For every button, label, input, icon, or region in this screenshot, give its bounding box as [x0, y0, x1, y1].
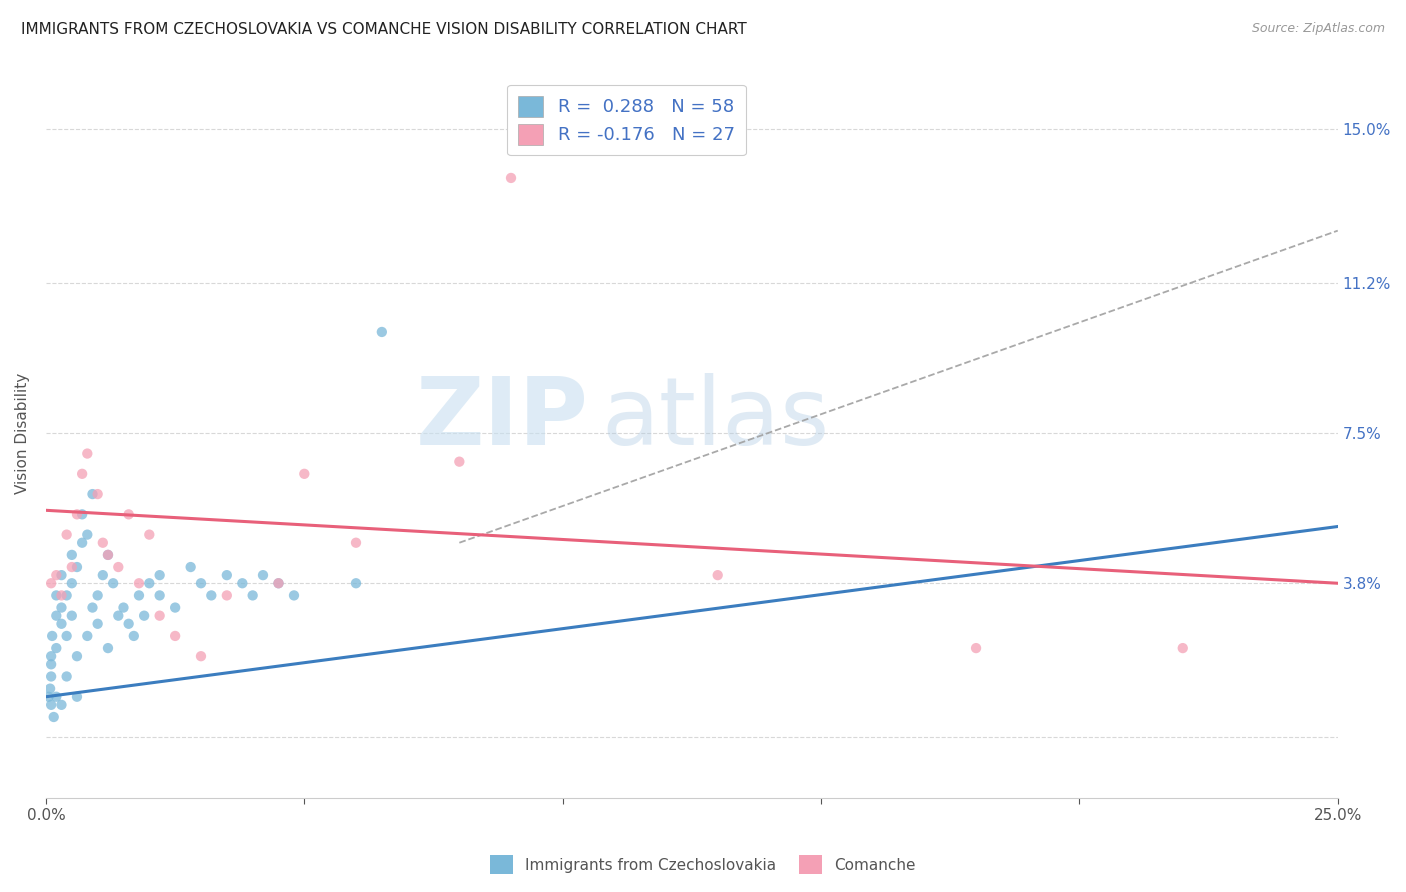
Point — [149, 589, 172, 603]
Point — [97, 548, 120, 562]
Point — [86, 589, 108, 603]
Point — [66, 649, 89, 664]
Point — [42, 710, 65, 724]
Point — [45, 589, 67, 603]
Point — [190, 576, 212, 591]
Point — [82, 487, 104, 501]
Point — [45, 690, 67, 704]
Point — [706, 568, 728, 582]
Point — [91, 535, 114, 549]
Point — [76, 629, 98, 643]
Point — [107, 608, 129, 623]
Point — [55, 589, 77, 603]
Point — [45, 568, 67, 582]
Point — [449, 455, 471, 469]
Point — [39, 576, 62, 591]
Point — [101, 576, 124, 591]
Point — [39, 649, 62, 664]
Point — [55, 629, 77, 643]
Point — [215, 589, 238, 603]
Point — [66, 508, 89, 522]
Point — [97, 641, 120, 656]
Point — [66, 560, 89, 574]
Point — [965, 641, 987, 656]
Point — [97, 548, 120, 562]
Point — [499, 170, 522, 185]
Point — [51, 698, 73, 712]
Legend: R =  0.288   N = 58, R = -0.176   N = 27: R = 0.288 N = 58, R = -0.176 N = 27 — [508, 85, 745, 155]
Text: atlas: atlas — [602, 373, 830, 465]
Point — [55, 669, 77, 683]
Point — [70, 535, 93, 549]
Point — [344, 576, 367, 591]
Point — [371, 325, 394, 339]
Point — [344, 535, 367, 549]
Point — [165, 600, 187, 615]
Point — [267, 576, 290, 591]
Point — [82, 600, 104, 615]
Point — [292, 467, 315, 481]
Point — [200, 589, 222, 603]
Point — [60, 608, 83, 623]
Point — [39, 657, 62, 672]
Point — [45, 641, 67, 656]
Point — [128, 589, 150, 603]
Point — [86, 487, 108, 501]
Point — [76, 446, 98, 460]
Point — [41, 629, 63, 643]
Point — [70, 467, 93, 481]
Point — [60, 560, 83, 574]
Point — [51, 616, 73, 631]
Point — [39, 698, 62, 712]
Point — [86, 616, 108, 631]
Point — [60, 548, 83, 562]
Text: Source: ZipAtlas.com: Source: ZipAtlas.com — [1251, 22, 1385, 36]
Legend: Immigrants from Czechoslovakia, Comanche: Immigrants from Czechoslovakia, Comanche — [484, 849, 922, 880]
Text: ZIP: ZIP — [416, 373, 589, 465]
Point — [122, 629, 145, 643]
Point — [107, 560, 129, 574]
Point — [215, 568, 238, 582]
Point — [51, 568, 73, 582]
Point — [60, 576, 83, 591]
Point — [55, 527, 77, 541]
Point — [117, 616, 139, 631]
Point — [134, 608, 156, 623]
Point — [112, 600, 135, 615]
Point — [190, 649, 212, 664]
Point — [252, 568, 274, 582]
Point — [51, 600, 73, 615]
Point — [1171, 641, 1194, 656]
Point — [45, 608, 67, 623]
Point — [51, 589, 73, 603]
Point — [283, 589, 305, 603]
Point — [39, 681, 62, 696]
Point — [76, 527, 98, 541]
Text: IMMIGRANTS FROM CZECHOSLOVAKIA VS COMANCHE VISION DISABILITY CORRELATION CHART: IMMIGRANTS FROM CZECHOSLOVAKIA VS COMANC… — [21, 22, 747, 37]
Point — [66, 690, 89, 704]
Point — [149, 568, 172, 582]
Y-axis label: Vision Disability: Vision Disability — [15, 373, 30, 494]
Point — [149, 608, 172, 623]
Point — [242, 589, 264, 603]
Point — [91, 568, 114, 582]
Point — [165, 629, 187, 643]
Point — [128, 576, 150, 591]
Point — [138, 527, 160, 541]
Point — [117, 508, 139, 522]
Point — [138, 576, 160, 591]
Point — [70, 508, 93, 522]
Point — [231, 576, 253, 591]
Point — [38, 690, 60, 704]
Point — [180, 560, 202, 574]
Point — [39, 669, 62, 683]
Point — [267, 576, 290, 591]
